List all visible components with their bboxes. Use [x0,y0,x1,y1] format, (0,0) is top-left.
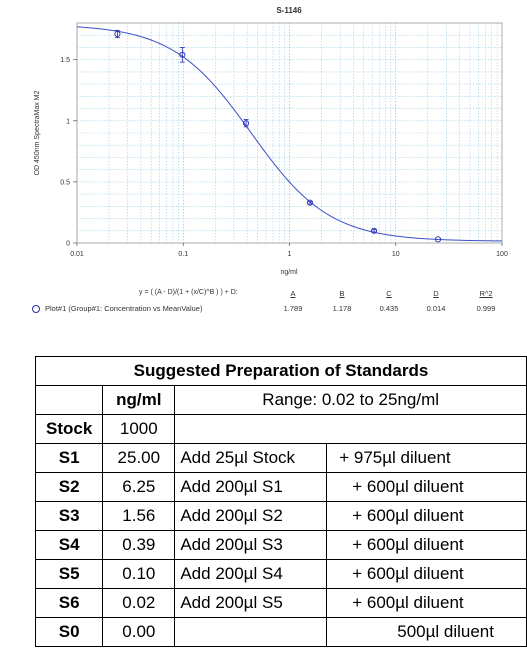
row-action: Add 25µl Stock [174,443,328,473]
y-tick-label: 0 [66,241,70,248]
row-label: S1 [34,443,104,473]
row-concentration: 0.10 [102,559,176,589]
table-header-row: ng/ml Range: 0.02 to 25ng/ml [34,385,527,415]
standards-preparation-table: Suggested Preparation of Standards ng/ml… [34,356,527,647]
standard-curve-chart: S-1146 0.01 0.1 1 10 100 0 0.5 1 1.5 OD 450nm Sp… [34,6,508,276]
x-tick-label: 10 [392,251,400,258]
param-header-d: D [433,289,439,298]
x-tick-label: 1 [288,251,292,258]
row-label: S4 [34,530,104,560]
table-row: S3 1.56 Add 200µl S2 + 600µl diluent [34,501,527,531]
row-label: S5 [34,559,104,589]
row-concentration: 25.00 [102,443,176,473]
row-diluent: + 600µl diluent [326,501,527,531]
data-point [243,120,250,127]
table-row: S4 0.39 Add 200µl S3 + 600µl diluent [34,530,527,560]
param-value-a: 1.789 [283,304,303,313]
x-tick-label: 100 [496,251,508,258]
table-title: Suggested Preparation of Standards [35,356,527,386]
row-label: S0 [34,617,104,647]
param-value-b: 1.178 [332,304,352,313]
row-diluent: + 600µl diluent [326,472,527,502]
row-diluent: + 600µl diluent [326,559,527,589]
header-concentration: ng/ml [102,385,176,415]
table-row: S1 25.00 Add 25µl Stock + 975µl diluent [34,443,527,473]
row-concentration: 1000 [102,414,176,444]
table-row: S5 0.10 Add 200µl S4 + 600µl diluent [34,559,527,589]
row-label: S3 [34,501,104,531]
row-empty-cell [174,414,527,444]
y-tick-label: 1 [66,118,70,125]
row-action: Add 200µl S2 [174,501,328,531]
row-label: S6 [34,588,104,618]
table-row: S6 0.02 Add 200µl S5 + 600µl diluent [34,588,527,618]
chart-grid [76,23,502,243]
y-axis-label: OD 450nm SpectraMax M2 [34,90,41,175]
data-points [114,29,442,243]
param-header-b: B [339,289,345,298]
data-point [306,199,314,206]
x-tick-label: 0.01 [70,251,84,258]
row-action: Add 200µl S1 [174,472,328,502]
param-header-a: A [290,289,296,298]
header-blank-cell [34,385,104,415]
x-tick-label: 0.1 [178,251,188,258]
table-row: Stock 1000 [34,414,527,444]
row-diluent: + 975µl diluent [326,443,527,473]
row-concentration: 0.00 [102,617,176,647]
row-label: S2 [34,472,104,502]
row-action: Add 200µl S4 [174,559,328,589]
row-diluent: + 600µl diluent [326,588,527,618]
param-value-r2: 0.999 [476,304,496,313]
param-value-d: 0.014 [426,304,446,313]
fit-curve [76,26,503,242]
row-action [174,617,328,647]
data-point [371,227,378,234]
row-diluent: 500µl diluent [326,617,527,647]
data-point [114,30,121,38]
table-row: S0 0.00 500µl diluent [34,617,527,647]
fit-equation: y = ( (A - D)/(1 + (x/C)^B ) ) + D: [139,289,238,296]
row-label: Stock [34,414,104,444]
header-range: Range: 0.02 to 25ng/ml [174,385,527,415]
row-diluent: + 600µl diluent [326,530,527,560]
data-point [434,236,442,243]
data-point [179,51,186,58]
chart-axes: 0.01 0.1 1 10 100 0 0.5 1 1.5 [60,57,508,258]
row-concentration: 0.39 [102,530,176,560]
param-header-r2: R^2 [479,289,493,298]
chart-title: S-1146 [276,6,302,15]
row-concentration: 0.02 [102,588,176,618]
param-header-c: C [386,289,392,298]
legend-entry: Plot#1 (Group#1: Concentration vs MeanVa… [32,304,203,314]
x-axis-label: ng/ml [280,269,298,276]
circle-marker-icon [32,305,40,314]
param-value-c: 0.435 [379,304,399,313]
table-title-row: Suggested Preparation of Standards [35,356,527,386]
row-concentration: 1.56 [102,501,176,531]
row-concentration: 6.25 [102,472,176,502]
legend-label: Plot#1 (Group#1: Concentration vs MeanVa… [45,304,203,313]
y-tick-label: 0.5 [60,179,70,186]
row-action: Add 200µl S5 [174,588,328,618]
row-action: Add 200µl S3 [174,530,328,560]
table-row: S2 6.25 Add 200µl S1 + 600µl diluent [34,472,527,502]
y-tick-label: 1.5 [60,57,70,64]
